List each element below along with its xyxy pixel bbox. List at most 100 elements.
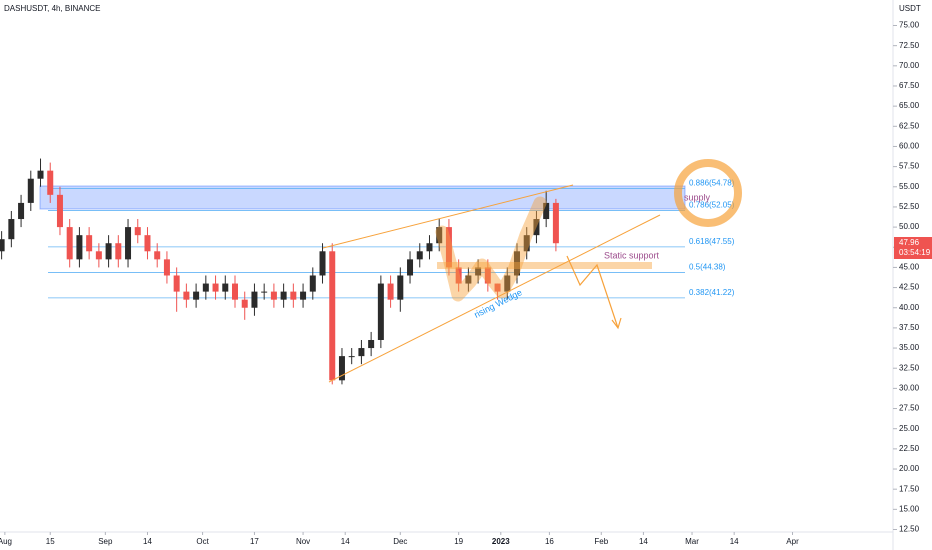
wedge-upper	[322, 184, 574, 249]
y-tick-label: 27.50	[899, 404, 920, 413]
x-tick-label: 14	[143, 537, 152, 546]
candle-body	[241, 299, 248, 308]
y-tick-label: 65.00	[899, 101, 920, 110]
y-tick-label: 32.50	[899, 363, 920, 372]
candle-body	[193, 291, 200, 300]
countdown: 03:54:19	[899, 248, 931, 257]
x-tick-label: Aug	[0, 537, 12, 546]
static-support-zone	[437, 262, 652, 269]
y-tick-label: 25.00	[899, 424, 920, 433]
supply-label: supply	[684, 192, 711, 202]
static-support-label: Static support	[604, 250, 660, 260]
y-tick-label: 17.50	[899, 484, 920, 493]
candle-body	[309, 275, 316, 292]
x-tick-label: 16	[545, 537, 554, 546]
y-tick-label: 62.50	[899, 121, 920, 130]
candle-body	[261, 291, 268, 293]
y-tick-label: 20.00	[899, 464, 920, 473]
x-tick-label: Apr	[786, 537, 799, 546]
chart-title: DASHUSDT, 4h, BINANCE	[4, 4, 100, 13]
candle-body	[212, 283, 219, 292]
x-tick-label: Feb	[594, 537, 608, 546]
y-tick-label: 57.50	[899, 162, 920, 171]
candle-body	[504, 275, 511, 292]
candle-body	[514, 251, 520, 276]
y-tick-label: 30.00	[899, 383, 920, 392]
candle-body	[445, 227, 452, 268]
candle-body	[222, 283, 229, 292]
y-tick-label: 50.00	[899, 222, 920, 231]
candle-body	[86, 235, 93, 252]
candle-body	[543, 202, 550, 220]
y-tick-label: 45.00	[899, 263, 920, 272]
candle-body	[436, 227, 443, 244]
candle-body	[270, 291, 277, 300]
y-tick-label: 60.00	[899, 142, 920, 151]
y-tick-label: 42.50	[899, 283, 920, 292]
candle-body	[95, 251, 102, 260]
candle-body	[533, 219, 540, 236]
candle-body	[348, 356, 355, 358]
x-tick-label: Mar	[685, 537, 699, 546]
x-tick-label: 14	[639, 537, 648, 546]
x-tick-label: Oct	[196, 537, 209, 546]
x-tick-label: Sep	[98, 537, 113, 546]
candle-body	[163, 259, 170, 276]
candle-body	[368, 339, 375, 349]
y-tick-label: 35.00	[899, 343, 920, 352]
candle-body	[47, 170, 54, 195]
candle-body	[358, 348, 365, 357]
candle-body	[173, 275, 180, 292]
candle-body	[144, 235, 151, 252]
y-tick-label: 72.50	[899, 41, 920, 50]
last-price: 47.96	[899, 238, 920, 247]
y-tick-label: 55.00	[899, 182, 920, 191]
price-tag	[894, 237, 932, 259]
fib-label: 0.886(54.78)	[689, 179, 735, 188]
candle-body	[300, 291, 307, 300]
x-tick-label: 15	[46, 537, 55, 546]
y-tick-label: 52.50	[899, 202, 920, 211]
x-tick-label: 14	[341, 537, 350, 546]
candle-body	[56, 194, 63, 228]
fib-label: 0.786(52.05)	[689, 201, 735, 210]
y-tick-label: 37.50	[899, 323, 920, 332]
fib-label: 0.5(44.38)	[689, 263, 726, 272]
candle-body	[338, 356, 345, 381]
x-tick-label: 19	[454, 537, 463, 546]
highlight-brush	[435, 196, 547, 302]
x-tick-label: 17	[250, 537, 259, 546]
candle-body	[76, 235, 83, 260]
arrow-head	[611, 317, 622, 330]
candle-body	[407, 259, 414, 276]
y-tick-label: 22.50	[899, 444, 920, 453]
candle-body	[154, 251, 161, 260]
supply-zone	[39, 185, 686, 210]
candle-body	[397, 275, 404, 300]
candle-body	[280, 291, 287, 300]
candle-body	[105, 243, 112, 260]
candle-body	[426, 243, 433, 252]
x-tick-label: 2023	[492, 537, 510, 546]
candle-body	[465, 275, 472, 284]
supply-circle	[674, 159, 742, 227]
x-tick-label: Nov	[296, 537, 310, 546]
x-tick-label: Dec	[393, 537, 407, 546]
y-tick-label: 12.50	[899, 525, 920, 534]
y-tick-label: 67.50	[899, 81, 920, 90]
projection-arrow	[566, 255, 619, 329]
candle-body	[484, 267, 491, 284]
candle-body	[523, 235, 530, 252]
y-tick-label: 70.00	[899, 61, 920, 70]
candle-body	[125, 227, 132, 260]
candle-body	[115, 243, 122, 260]
candle-body	[387, 283, 394, 300]
candle-body	[494, 283, 501, 292]
wedge-lower	[328, 214, 661, 383]
fib-label: 0.618(47.55)	[689, 237, 735, 246]
candle-body	[27, 178, 34, 203]
candle-body	[0, 239, 5, 252]
candle-body	[37, 170, 44, 179]
